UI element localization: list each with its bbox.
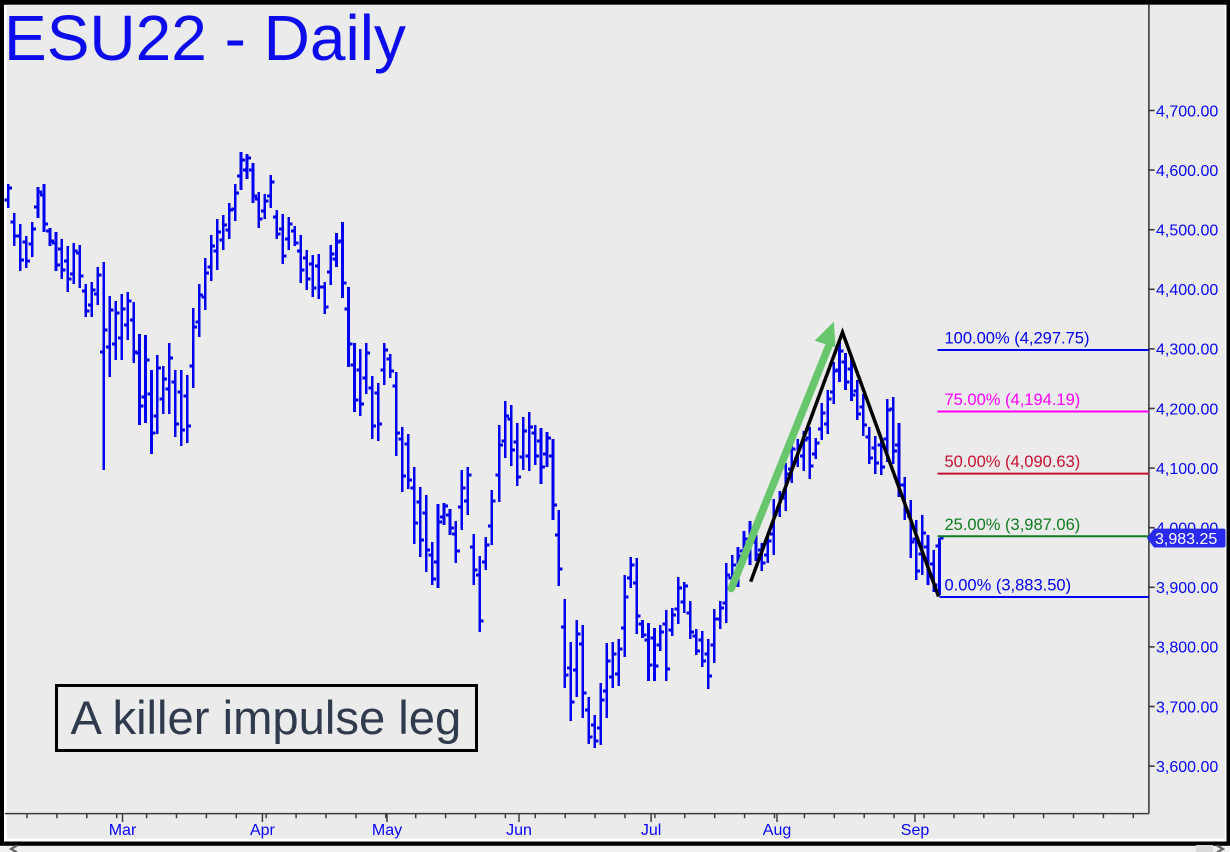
svg-text:Aug: Aug (763, 822, 791, 839)
svg-text:Jul: Jul (641, 822, 661, 839)
svg-text:Apr: Apr (250, 822, 276, 839)
svg-text:25.00% (3,987.06): 25.00% (3,987.06) (945, 516, 1081, 534)
svg-text:May: May (372, 822, 402, 839)
svg-text:4,700.00: 4,700.00 (1156, 103, 1218, 120)
svg-text:75.00% (4,194.19): 75.00% (4,194.19) (945, 391, 1081, 409)
svg-text:100.00% (4,297.75): 100.00% (4,297.75) (945, 330, 1090, 348)
svg-text:ESU22 - Daily: ESU22 - Daily (4, 2, 406, 74)
svg-text:Sep: Sep (901, 822, 930, 839)
svg-text:4,400.00: 4,400.00 (1156, 282, 1218, 299)
svg-text:3,600.00: 3,600.00 (1156, 759, 1218, 776)
svg-text:4,200.00: 4,200.00 (1156, 401, 1218, 418)
svg-text:3,983.25: 3,983.25 (1155, 531, 1217, 548)
svg-text:0.00% (3,883.50): 0.00% (3,883.50) (945, 577, 1072, 595)
svg-text:4,100.00: 4,100.00 (1156, 461, 1218, 478)
svg-text:Mar: Mar (109, 822, 137, 839)
svg-text:A killer impulse leg: A killer impulse leg (71, 692, 462, 745)
svg-text:4,500.00: 4,500.00 (1156, 223, 1218, 240)
svg-text:3,900.00: 3,900.00 (1156, 580, 1218, 597)
svg-text:Jun: Jun (506, 822, 532, 839)
svg-text:3,800.00: 3,800.00 (1156, 640, 1218, 657)
svg-text:4,300.00: 4,300.00 (1156, 342, 1218, 359)
svg-text:50.00% (4,090.63): 50.00% (4,090.63) (945, 453, 1081, 471)
svg-text:3,700.00: 3,700.00 (1156, 699, 1218, 716)
svg-text:4,600.00: 4,600.00 (1156, 163, 1218, 180)
